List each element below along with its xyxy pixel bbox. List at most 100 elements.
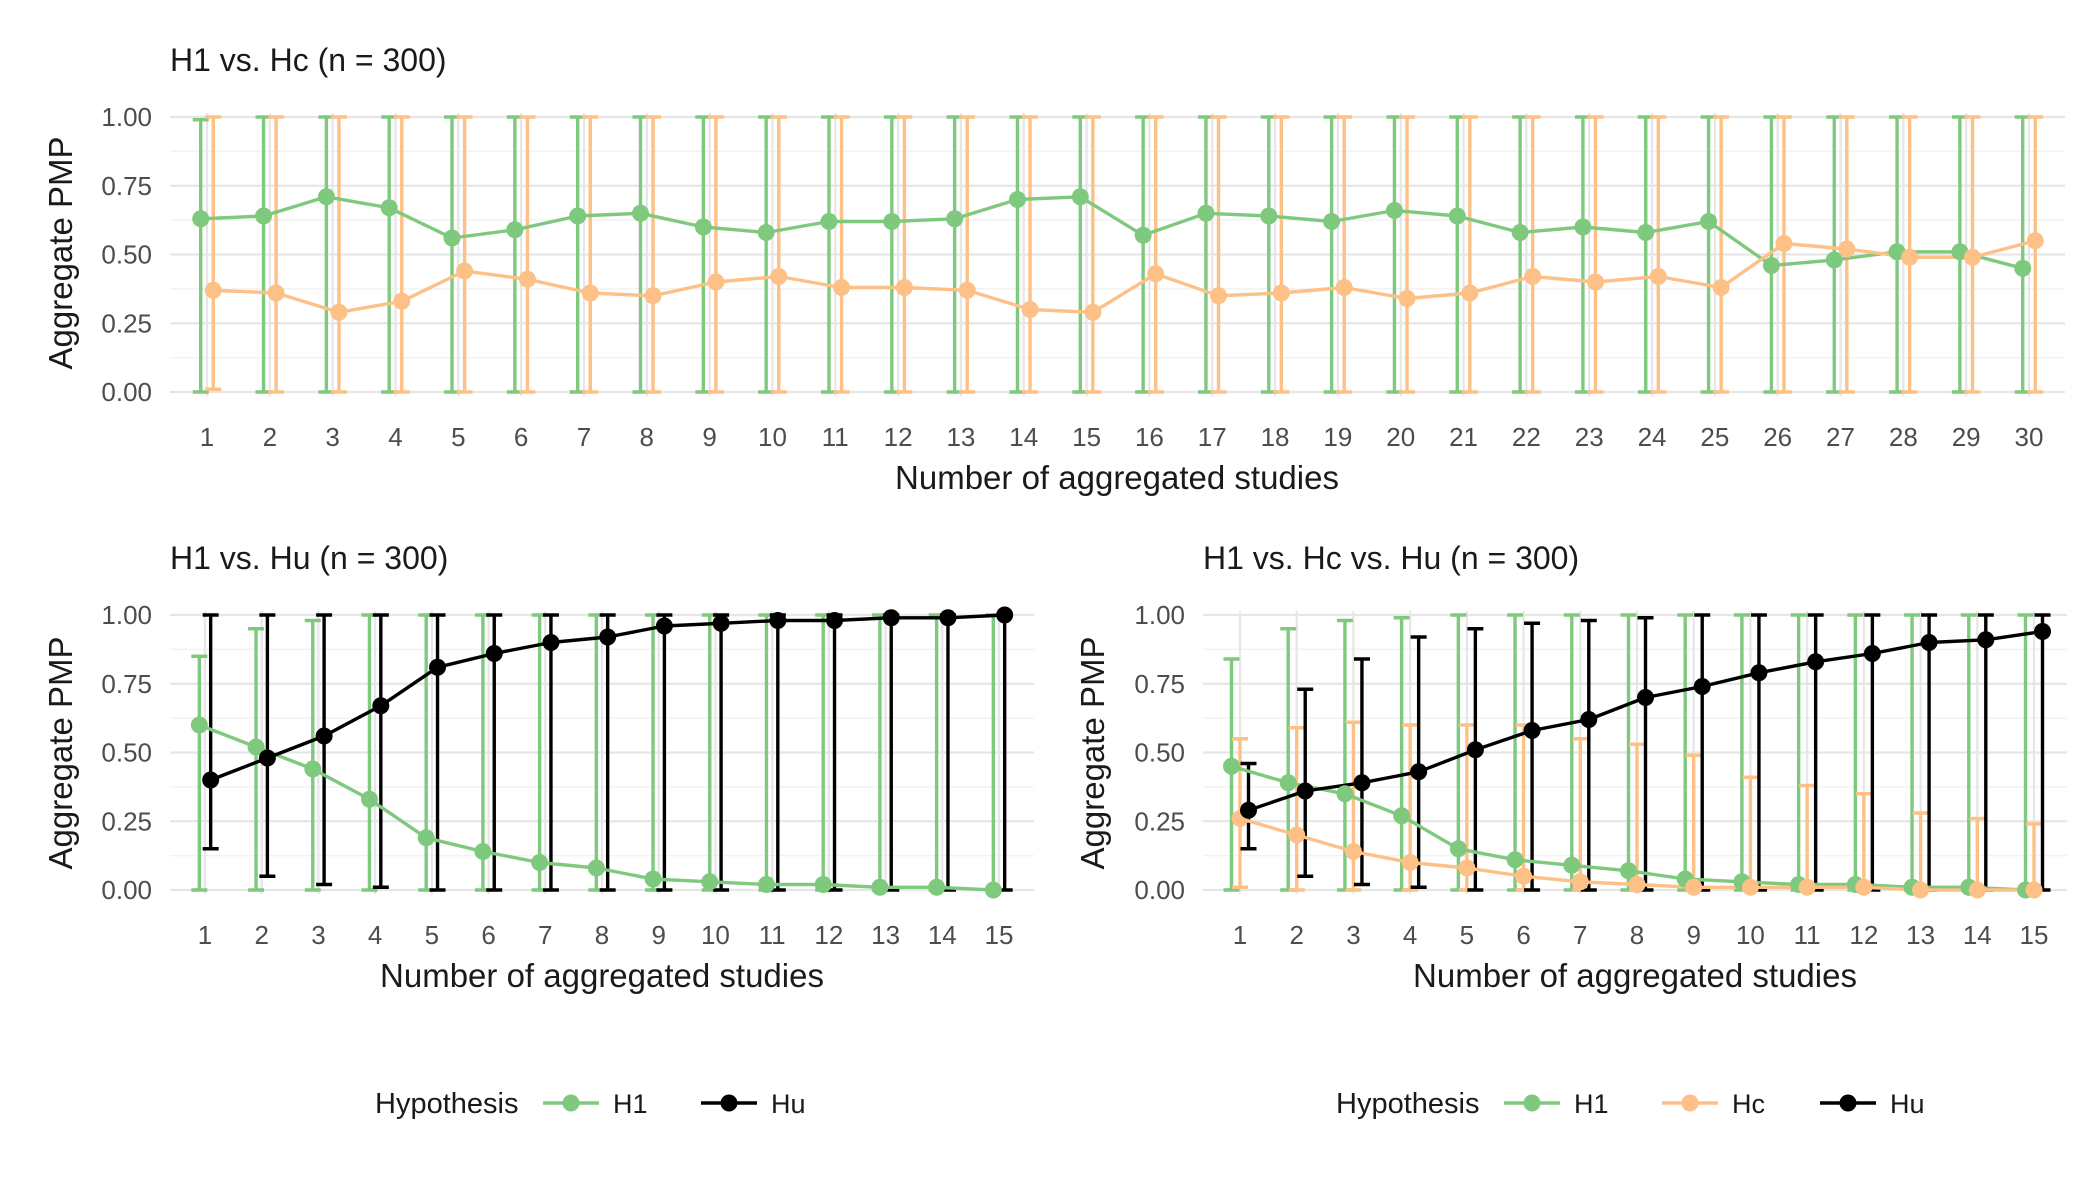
data-point-hc <box>707 273 725 291</box>
x-tick-label: 4 <box>1403 920 1417 950</box>
data-point-h1 <box>304 760 322 778</box>
data-point-h1 <box>1134 226 1152 244</box>
data-point-h1 <box>757 224 775 241</box>
data-point-hu <box>2034 623 2052 640</box>
x-tick-label: 15 <box>1072 422 1101 452</box>
x-tick-label: 2 <box>254 920 268 950</box>
x-axis-title: Number of aggregated studies <box>1413 957 1857 994</box>
x-tick-label: 4 <box>388 422 402 452</box>
x-tick-label: 4 <box>368 920 382 950</box>
y-tick-label: 0.75 <box>101 669 152 699</box>
data-point-hu <box>1353 774 1371 792</box>
series-lines <box>200 195 2036 314</box>
error-bar-hu <box>656 613 673 892</box>
data-point-hc <box>1586 273 1604 291</box>
error-bar-hc <box>1587 115 1604 394</box>
error-bar-hc <box>1345 720 1362 892</box>
data-point-hu <box>1750 664 1768 682</box>
error-bar-hc <box>1273 115 1290 394</box>
x-tick-label: 27 <box>1826 422 1855 452</box>
data-point-h1 <box>474 843 492 860</box>
error-bar-h1 <box>304 618 321 892</box>
legend-title: Hypothesis <box>375 1088 518 1120</box>
data-point-h1 <box>1071 188 1089 206</box>
x-axis-ticks: 1 2 3 4 5 6 7 8 9 10 11 12 13 14 15 <box>1233 920 2049 950</box>
panel-h1-vs-hu: H1 vs. Hu (n = 300) 0.00 0.25 0.50 0.75 1.00… <box>42 540 1034 994</box>
x-tick-label: 18 <box>1261 422 1290 452</box>
error-bar-hc <box>1524 115 1541 394</box>
x-tick-label: 20 <box>1386 422 1415 452</box>
error-bar-hu <box>1580 618 1597 892</box>
data-point-h1 <box>190 716 208 734</box>
error-bar-hc <box>1210 115 1227 394</box>
data-point-h1 <box>1222 757 1240 775</box>
data-point-hc <box>1147 265 1165 283</box>
error-bar-hc <box>519 115 536 394</box>
x-tick-label: 6 <box>514 422 528 452</box>
data-points <box>1222 623 2052 899</box>
legend-label: H1 <box>1574 1089 1609 1119</box>
legend-item-hc: Hc <box>1662 1089 1765 1119</box>
data-point-hu <box>542 634 560 651</box>
x-tick-label: 1 <box>1233 920 1247 950</box>
data-point-h1 <box>1393 807 1411 825</box>
legend-title: Hypothesis <box>1336 1088 1479 1120</box>
data-point-hc <box>1901 248 1919 266</box>
data-point-h1 <box>192 210 210 228</box>
error-bar-hc <box>1084 115 1101 394</box>
data-point-hu <box>1977 631 1995 649</box>
x-tick-label: 10 <box>701 920 730 950</box>
data-point-hc <box>2026 232 2044 250</box>
data-point-h1 <box>757 876 775 893</box>
data-point-h1 <box>506 221 524 239</box>
error-bar-hc <box>1713 115 1730 394</box>
data-point-hu <box>1296 782 1314 800</box>
x-tick-label: 14 <box>928 920 957 950</box>
data-point-h1 <box>1279 774 1297 792</box>
data-point-hc <box>958 281 976 299</box>
error-bar-hc <box>645 115 662 394</box>
data-point-hc <box>1712 279 1730 296</box>
error-bar-hc <box>1399 115 1416 394</box>
x-tick-label: 26 <box>1763 422 1792 452</box>
x-tick-label: 6 <box>481 920 495 950</box>
x-tick-label: 1 <box>198 920 212 950</box>
error-bar-hu <box>316 613 333 887</box>
data-point-hc <box>1798 878 1816 896</box>
data-point-hc <box>1021 301 1039 318</box>
series-line-h1 <box>200 195 2024 270</box>
data-point-hc <box>1210 287 1228 305</box>
legend-label: Hu <box>1890 1089 1925 1119</box>
data-point-h1 <box>928 878 946 896</box>
error-bar-hc <box>393 115 410 394</box>
error-bar-hc <box>205 115 222 391</box>
error-bar-h1 <box>248 627 265 892</box>
x-tick-label: 2 <box>263 422 277 452</box>
data-point-h1 <box>1449 840 1467 858</box>
data-point-hc <box>393 292 411 310</box>
data-point-hc <box>1741 878 1759 896</box>
data-point-h1 <box>1260 207 1278 225</box>
data-point-h1 <box>380 199 398 217</box>
data-point-hu <box>939 609 957 627</box>
data-point-hc <box>1838 240 1856 258</box>
data-point-hc <box>1515 867 1533 885</box>
legend-key-point <box>562 1094 580 1112</box>
x-tick-label: 3 <box>1346 920 1360 950</box>
x-tick-label: 10 <box>1736 920 1765 950</box>
y-tick-label: 0.00 <box>1134 875 1185 905</box>
error-bar-hc <box>1461 115 1478 394</box>
data-point-hc <box>1855 878 1873 896</box>
data-point-h1 <box>587 859 605 877</box>
data-point-h1 <box>317 188 335 206</box>
data-point-h1 <box>644 870 662 888</box>
y-tick-label: 0.25 <box>101 806 152 836</box>
y-tick-label: 0.50 <box>1134 738 1185 768</box>
data-point-hu <box>1693 678 1711 695</box>
data-point-hc <box>1288 826 1306 844</box>
y-tick-label: 1.00 <box>1134 600 1185 630</box>
data-point-hu <box>1807 653 1825 671</box>
data-point-hc <box>1401 854 1419 871</box>
data-point-h1 <box>1511 224 1529 241</box>
legend-item-hu: Hu <box>1820 1089 1925 1119</box>
